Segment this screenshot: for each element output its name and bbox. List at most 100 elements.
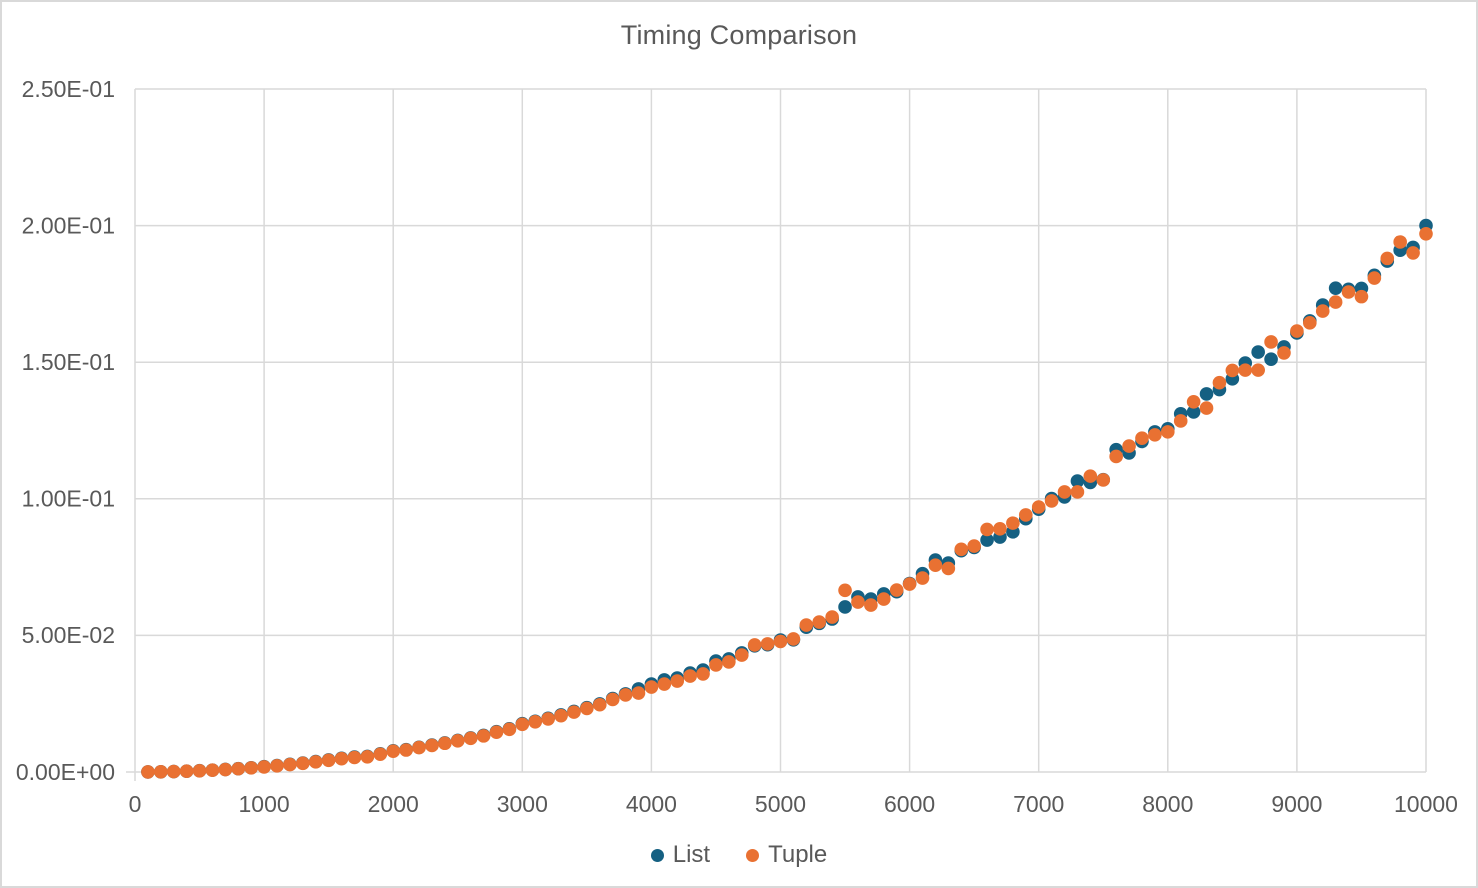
tuple-data-point[interactable] (1303, 316, 1317, 330)
list-data-point[interactable] (1199, 387, 1214, 401)
tuple-data-point[interactable] (1148, 428, 1162, 442)
tuple-data-point[interactable] (644, 680, 659, 694)
tuple-data-point[interactable] (980, 522, 994, 537)
tuple-data-point[interactable] (1018, 508, 1033, 522)
tuple-data-point[interactable] (1277, 346, 1291, 360)
tuple-data-point[interactable] (373, 747, 388, 761)
list-data-point[interactable] (1186, 405, 1201, 419)
tuple-data-point[interactable] (799, 618, 814, 632)
tuple-data-point[interactable] (154, 765, 168, 779)
tuple-data-point[interactable] (812, 615, 827, 629)
tuple-data-point[interactable] (734, 648, 749, 662)
tuple-data-point[interactable] (1186, 395, 1201, 409)
list-data-point[interactable] (1070, 474, 1085, 488)
tuple-data-point[interactable] (1212, 375, 1227, 390)
tuple-data-point[interactable] (993, 522, 1007, 536)
tuple-data-point[interactable] (889, 583, 904, 597)
tuple-data-point[interactable] (567, 705, 581, 719)
tuple-data-point[interactable] (141, 765, 155, 779)
tuple-data-point[interactable] (722, 655, 736, 669)
tuple-data-point[interactable] (1341, 285, 1356, 299)
tuple-data-point[interactable] (1315, 304, 1330, 318)
tuple-data-point[interactable] (592, 697, 607, 712)
tuple-data-point[interactable] (321, 753, 336, 768)
tuple-data-point[interactable] (1251, 363, 1265, 377)
tuple-data-point[interactable] (941, 561, 956, 576)
tuple-data-point[interactable] (1419, 226, 1433, 241)
tuple-data-point[interactable] (1380, 251, 1395, 266)
tuple-data-point[interactable] (1096, 473, 1111, 487)
list-data-point[interactable] (838, 600, 852, 614)
tuple-data-point[interactable] (192, 763, 207, 778)
tuple-data-point[interactable] (476, 729, 491, 743)
tuple-data-point[interactable] (1238, 363, 1253, 377)
tuple-data-point[interactable] (747, 638, 762, 652)
tuple-data-point[interactable] (1044, 494, 1059, 508)
tuple-data-point[interactable] (1354, 289, 1369, 304)
list-data-point[interactable] (1264, 352, 1278, 366)
tuple-data-point[interactable] (257, 760, 271, 774)
tuple-data-point[interactable] (1199, 401, 1214, 415)
tuple-data-point[interactable] (631, 686, 646, 700)
tuple-data-point[interactable] (915, 571, 930, 585)
list-data-point[interactable] (980, 533, 994, 547)
tuple-data-point[interactable] (1367, 271, 1382, 285)
tuple-data-point[interactable] (166, 764, 181, 779)
tuple-data-point[interactable] (1070, 485, 1085, 499)
tuple-data-point[interactable] (864, 598, 878, 612)
tuple-data-point[interactable] (1135, 431, 1149, 445)
tuple-data-point[interactable] (347, 750, 362, 765)
tuple-data-point[interactable] (1109, 449, 1123, 464)
tuple-data-point[interactable] (205, 763, 220, 777)
legend-item-tuple[interactable]: Tuple (746, 841, 827, 869)
tuple-data-point[interactable] (1006, 516, 1020, 530)
tuple-data-point[interactable] (541, 712, 555, 726)
tuple-data-point[interactable] (1406, 246, 1420, 260)
tuple-data-point[interactable] (928, 558, 943, 572)
tuple-data-point[interactable] (605, 692, 620, 707)
tuple-data-point[interactable] (786, 632, 801, 646)
tuple-data-point[interactable] (876, 592, 891, 606)
tuple-data-point[interactable] (670, 674, 685, 688)
tuple-data-point[interactable] (179, 764, 194, 779)
tuple-data-point[interactable] (450, 733, 465, 748)
tuple-data-point[interactable] (399, 743, 413, 757)
tuple-data-point[interactable] (515, 717, 530, 732)
tuple-data-point[interactable] (1083, 469, 1098, 483)
tuple-data-point[interactable] (1031, 500, 1046, 514)
tuple-data-point[interactable] (489, 725, 504, 739)
tuple-data-point[interactable] (683, 669, 697, 683)
tuple-data-point[interactable] (1393, 235, 1407, 249)
tuple-data-point[interactable] (283, 757, 297, 772)
tuple-data-point[interactable] (554, 708, 568, 723)
tuple-data-point[interactable] (463, 731, 478, 746)
tuple-data-point[interactable] (1264, 335, 1278, 349)
tuple-data-point[interactable] (967, 539, 981, 553)
tuple-data-point[interactable] (360, 750, 375, 764)
list-data-point[interactable] (1328, 281, 1343, 295)
tuple-data-point[interactable] (1122, 439, 1136, 453)
tuple-data-point[interactable] (231, 761, 246, 776)
tuple-data-point[interactable] (334, 751, 349, 766)
tuple-data-point[interactable] (760, 637, 775, 651)
tuple-data-point[interactable] (657, 677, 672, 691)
list-data-point[interactable] (1251, 345, 1265, 359)
tuple-data-point[interactable] (838, 583, 852, 598)
tuple-data-point[interactable] (580, 701, 594, 716)
tuple-data-point[interactable] (502, 722, 517, 737)
tuple-data-point[interactable] (1328, 295, 1343, 309)
tuple-data-point[interactable] (386, 744, 401, 759)
tuple-data-point[interactable] (954, 542, 969, 557)
tuple-data-point[interactable] (1225, 363, 1240, 378)
tuple-data-point[interactable] (1161, 425, 1175, 439)
tuple-data-point[interactable] (1173, 414, 1188, 428)
tuple-data-point[interactable] (296, 756, 310, 771)
tuple-data-point[interactable] (425, 738, 439, 753)
tuple-data-point[interactable] (709, 658, 723, 672)
tuple-data-point[interactable] (1290, 324, 1304, 338)
tuple-data-point[interactable] (773, 634, 788, 649)
tuple-data-point[interactable] (851, 595, 865, 609)
tuple-data-point[interactable] (528, 714, 543, 729)
tuple-data-point[interactable] (218, 762, 233, 777)
tuple-data-point[interactable] (270, 758, 284, 773)
